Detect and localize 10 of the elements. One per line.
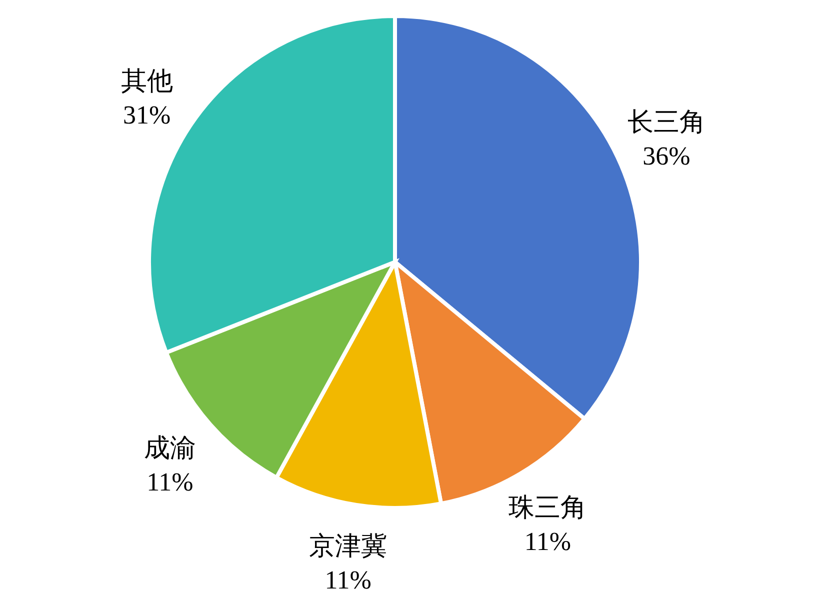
data-label: 11%	[524, 527, 572, 556]
data-label: 31%	[123, 100, 171, 130]
data-label: 36%	[642, 141, 690, 170]
slice-label: 京津冀	[309, 531, 388, 560]
slice-label: 成渝	[144, 433, 196, 462]
slice-label: 其他	[120, 66, 173, 96]
data-label: 11%	[324, 565, 372, 594]
slice-label: 长三角	[627, 107, 706, 136]
slice-label: 珠三角	[508, 493, 587, 522]
data-label: 11%	[146, 467, 194, 496]
